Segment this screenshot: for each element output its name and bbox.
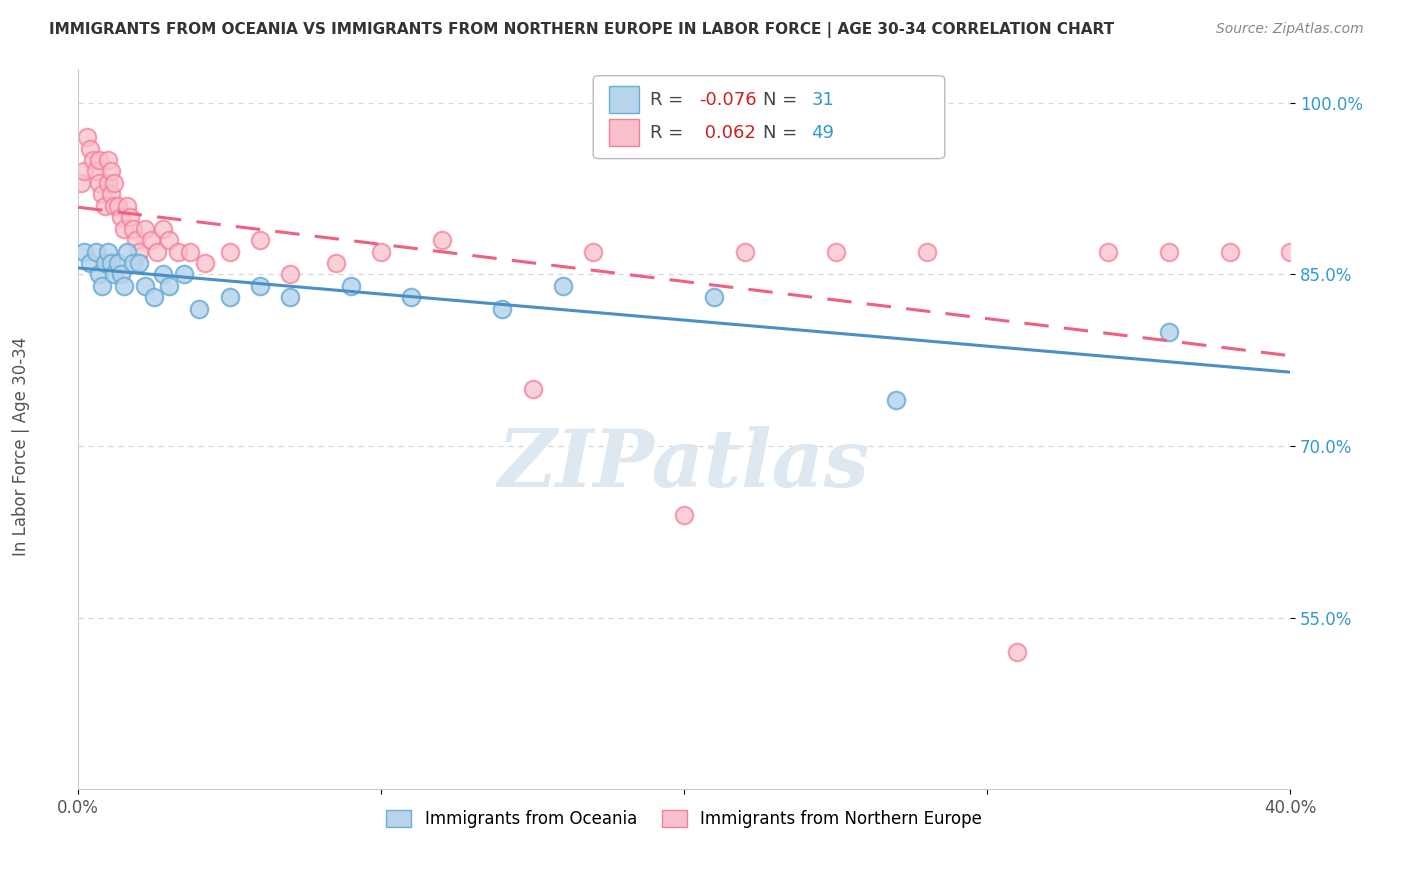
Point — [167, 244, 190, 259]
Point — [84, 164, 107, 178]
Text: In Labor Force | Age 30-34: In Labor Force | Age 30-34 — [13, 336, 30, 556]
Text: R =: R = — [650, 90, 689, 109]
Point — [152, 268, 174, 282]
Point — [70, 176, 93, 190]
Point — [97, 153, 120, 167]
Point — [734, 244, 756, 259]
FancyBboxPatch shape — [609, 119, 640, 146]
Point — [112, 221, 135, 235]
Text: N =: N = — [763, 90, 803, 109]
FancyBboxPatch shape — [609, 86, 640, 113]
Point — [94, 256, 117, 270]
Text: Source: ZipAtlas.com: Source: ZipAtlas.com — [1216, 22, 1364, 37]
Point — [100, 187, 122, 202]
Point — [249, 278, 271, 293]
Point — [884, 393, 907, 408]
Point — [121, 256, 143, 270]
Point — [915, 244, 938, 259]
Point — [134, 221, 156, 235]
Point — [76, 130, 98, 145]
Text: R =: R = — [650, 124, 689, 142]
Point — [218, 290, 240, 304]
Point — [128, 244, 150, 259]
Point — [118, 211, 141, 225]
Point — [115, 199, 138, 213]
Point — [1279, 244, 1302, 259]
Point — [157, 278, 180, 293]
Point — [107, 256, 129, 270]
Point — [103, 176, 125, 190]
Point — [146, 244, 169, 259]
Point — [125, 233, 148, 247]
Point — [100, 256, 122, 270]
Legend: Immigrants from Oceania, Immigrants from Northern Europe: Immigrants from Oceania, Immigrants from… — [380, 804, 988, 835]
Point — [79, 256, 101, 270]
Text: N =: N = — [763, 124, 803, 142]
Point — [522, 382, 544, 396]
Text: ZIPatlas: ZIPatlas — [498, 426, 870, 504]
Point — [278, 268, 301, 282]
Point — [73, 164, 96, 178]
Point — [112, 278, 135, 293]
Point — [79, 142, 101, 156]
Point — [582, 244, 605, 259]
Point — [325, 256, 347, 270]
Point — [84, 244, 107, 259]
Point — [1219, 244, 1241, 259]
Point — [194, 256, 217, 270]
FancyBboxPatch shape — [593, 76, 945, 159]
Point — [188, 301, 211, 316]
Point — [278, 290, 301, 304]
Point — [91, 278, 114, 293]
Text: IMMIGRANTS FROM OCEANIA VS IMMIGRANTS FROM NORTHERN EUROPE IN LABOR FORCE | AGE : IMMIGRANTS FROM OCEANIA VS IMMIGRANTS FR… — [49, 22, 1115, 38]
Point — [340, 278, 363, 293]
Point — [249, 233, 271, 247]
Point — [115, 244, 138, 259]
Point — [110, 211, 132, 225]
Text: 49: 49 — [811, 124, 834, 142]
Text: 0.062: 0.062 — [699, 124, 755, 142]
Point — [139, 233, 162, 247]
Point — [179, 244, 201, 259]
Point — [218, 244, 240, 259]
Point — [430, 233, 453, 247]
Text: -0.076: -0.076 — [699, 90, 756, 109]
Point — [673, 508, 696, 522]
Point — [1157, 325, 1180, 339]
Point — [121, 221, 143, 235]
Point — [97, 176, 120, 190]
Point — [89, 153, 111, 167]
Point — [73, 244, 96, 259]
Point — [1157, 244, 1180, 259]
Point — [97, 244, 120, 259]
Point — [370, 244, 392, 259]
Point — [152, 221, 174, 235]
Text: 31: 31 — [811, 90, 834, 109]
Point — [142, 290, 165, 304]
Point — [89, 176, 111, 190]
Point — [551, 278, 574, 293]
Point — [91, 187, 114, 202]
Point — [824, 244, 846, 259]
Point — [82, 153, 104, 167]
Point — [89, 268, 111, 282]
Point — [94, 199, 117, 213]
Point — [401, 290, 423, 304]
Point — [134, 278, 156, 293]
Point — [1097, 244, 1119, 259]
Point — [703, 290, 725, 304]
Point — [1007, 645, 1029, 659]
Point — [103, 199, 125, 213]
Point — [110, 268, 132, 282]
Point — [103, 268, 125, 282]
Point — [107, 199, 129, 213]
Point — [173, 268, 195, 282]
Point — [100, 164, 122, 178]
Point — [157, 233, 180, 247]
Point — [491, 301, 513, 316]
Point — [128, 256, 150, 270]
